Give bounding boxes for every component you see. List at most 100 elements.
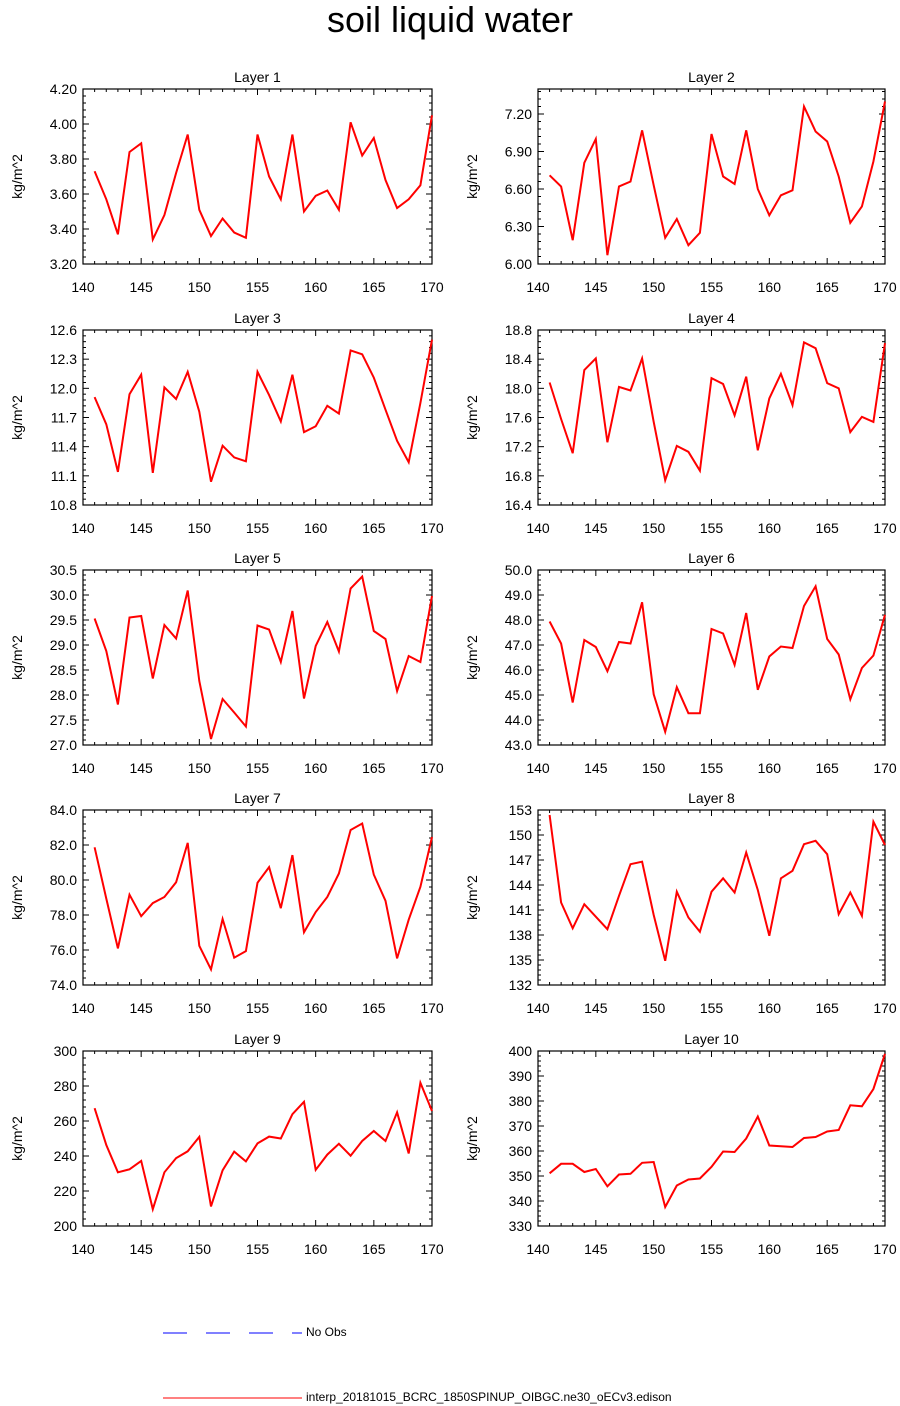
- panel-3-ytick-label: 11.1: [51, 468, 77, 484]
- panel-10-ytick-label: 400: [509, 1043, 533, 1059]
- panel-4-ytick-label: 17.2: [505, 439, 532, 455]
- panel-10-xtick-label: 155: [700, 1241, 724, 1257]
- panel-6-ytick-label: 45.0: [505, 687, 532, 703]
- panel-7-ytick-label: 74.0: [50, 977, 77, 993]
- panel-10-ytick-label: 380: [509, 1093, 533, 1109]
- panel-1-ytick-label: 3.40: [50, 221, 77, 237]
- panel-4-xtick-label: 140: [526, 520, 550, 536]
- panel-4-xtick-label: 165: [815, 520, 839, 536]
- panel-5-ytick-label: 30.0: [50, 587, 77, 603]
- panel-3-ytick-label: 10.8: [50, 497, 77, 513]
- panel-1-title: Layer 1: [234, 69, 281, 85]
- panel-4-xtick-label: 170: [873, 520, 897, 536]
- panel-2-series-line: [548, 101, 886, 256]
- panel-1-xtick-label: 160: [304, 279, 328, 295]
- panel-2-ytick-label: 6.30: [505, 219, 532, 235]
- panel-7-ytick-label: 78.0: [50, 907, 77, 923]
- panel-1-xtick-label: 155: [246, 279, 270, 295]
- panel-5-ytick-label: 27.0: [50, 737, 77, 753]
- panel-10-ytick-label: 330: [509, 1218, 533, 1234]
- panel-3-xtick-label: 140: [71, 520, 95, 536]
- panel-9-ylabel: kg/m^2: [9, 1116, 25, 1161]
- panel-4-ytick-label: 18.4: [505, 351, 532, 367]
- legend-no-obs-label: No Obs: [306, 1325, 347, 1339]
- panel-1-ytick-label: 3.60: [50, 186, 77, 202]
- panel-10-xtick-label: 140: [526, 1241, 550, 1257]
- panel-9-xtick-label: 145: [129, 1241, 153, 1257]
- panel-8-xtick-label: 155: [700, 1000, 724, 1016]
- panel-2-xtick-label: 150: [642, 279, 666, 295]
- panel-4-xtick-label: 160: [758, 520, 782, 536]
- panel-1-ytick-label: 4.20: [50, 81, 77, 97]
- panel-9-xtick-label: 155: [246, 1241, 270, 1257]
- panel-5-ytick-label: 28.0: [50, 687, 77, 703]
- panel-7-series-line: [93, 821, 433, 973]
- panel-3-series-line: [93, 339, 433, 483]
- panel-5-frame: [82, 569, 433, 746]
- panel-7-ytick-label: 82.0: [50, 837, 77, 853]
- panel-3-xtick-label: 165: [362, 520, 386, 536]
- legend-model-label: interp_20181015_BCRC_1850SPINUP_OIBGC.ne…: [306, 1390, 672, 1404]
- panel-10-ytick-label: 340: [509, 1193, 533, 1209]
- panel-3-xtick-label: 155: [246, 520, 270, 536]
- panel-6-series-line: [548, 583, 886, 736]
- panel-8-ytick-label: 144: [509, 877, 533, 893]
- panel-8-ytick-label: 150: [509, 827, 533, 843]
- panel-3-ytick-label: 12.6: [50, 322, 77, 338]
- panel-7-xtick-label: 160: [304, 1000, 328, 1016]
- panel-8-title: Layer 8: [688, 790, 735, 806]
- panel-6-ytick-label: 43.0: [505, 737, 532, 753]
- panel-3-ylabel: kg/m^2: [9, 395, 25, 440]
- panel-3-ytick-label: 11.4: [51, 439, 77, 455]
- panel-1-frame: [82, 88, 433, 265]
- panel-3-title: Layer 3: [234, 310, 281, 326]
- panel-6-frame: [537, 569, 886, 746]
- panel-6-ytick-label: 47.0: [505, 637, 532, 653]
- panel-6-xtick-label: 145: [584, 760, 608, 776]
- panel-7-xtick-label: 150: [188, 1000, 212, 1016]
- panel-3-ytick-label: 12.3: [50, 351, 77, 367]
- panel-6-xtick-label: 165: [815, 760, 839, 776]
- panel-6-xtick-label: 160: [758, 760, 782, 776]
- panel-8-xtick-label: 145: [584, 1000, 608, 1016]
- panel-10-xtick-label: 145: [584, 1241, 608, 1257]
- panel-1-ytick-label: 4.00: [50, 116, 77, 132]
- panel-2-xtick-label: 170: [873, 279, 897, 295]
- panel-10-ytick-label: 360: [509, 1143, 533, 1159]
- panel-5-ytick-label: 29.0: [50, 637, 77, 653]
- panel-2-ylabel: kg/m^2: [464, 154, 480, 199]
- panel-5-xtick-label: 140: [71, 760, 95, 776]
- panel-9-ytick-label: 300: [54, 1043, 78, 1059]
- panel-9-ytick-label: 200: [54, 1218, 78, 1234]
- panel-1-xtick-label: 145: [129, 279, 153, 295]
- panel-6-ytick-label: 44.0: [505, 712, 532, 728]
- panel-9-xtick-label: 140: [71, 1241, 95, 1257]
- panel-10-xtick-label: 165: [815, 1241, 839, 1257]
- panel-5-xtick-label: 155: [246, 760, 270, 776]
- panel-1-ylabel: kg/m^2: [9, 154, 25, 199]
- panel-7-ytick-label: 80.0: [50, 872, 77, 888]
- panel-4-series-line: [548, 340, 886, 485]
- panel-9-xtick-label: 150: [188, 1241, 212, 1257]
- panel-2-frame: [537, 88, 886, 265]
- panel-8-xtick-label: 165: [815, 1000, 839, 1016]
- panel-5-ytick-label: 29.5: [50, 612, 77, 628]
- panel-5-xtick-label: 150: [188, 760, 212, 776]
- panel-9-series-line: [93, 1079, 433, 1213]
- panel-3-ytick-label: 11.7: [51, 410, 77, 426]
- panel-3-xtick-label: 160: [304, 520, 328, 536]
- panel-4-frame: [537, 329, 886, 506]
- panel-1-series-line: [93, 115, 433, 244]
- panel-1-xtick-label: 140: [71, 279, 95, 295]
- panel-2-ytick-label: 6.00: [505, 256, 532, 272]
- panel-10-ylabel: kg/m^2: [464, 1116, 480, 1161]
- panel-4-ytick-label: 17.6: [505, 410, 532, 426]
- panel-6-xtick-label: 170: [873, 760, 897, 776]
- panel-8-series-line: [548, 814, 886, 962]
- panel-6-ytick-label: 48.0: [505, 612, 532, 628]
- panel-2-title: Layer 2: [688, 69, 735, 85]
- panel-1-ytick-label: 3.20: [50, 256, 77, 272]
- panel-4-ytick-label: 16.8: [505, 468, 532, 484]
- panel-1-xtick-label: 170: [420, 279, 444, 295]
